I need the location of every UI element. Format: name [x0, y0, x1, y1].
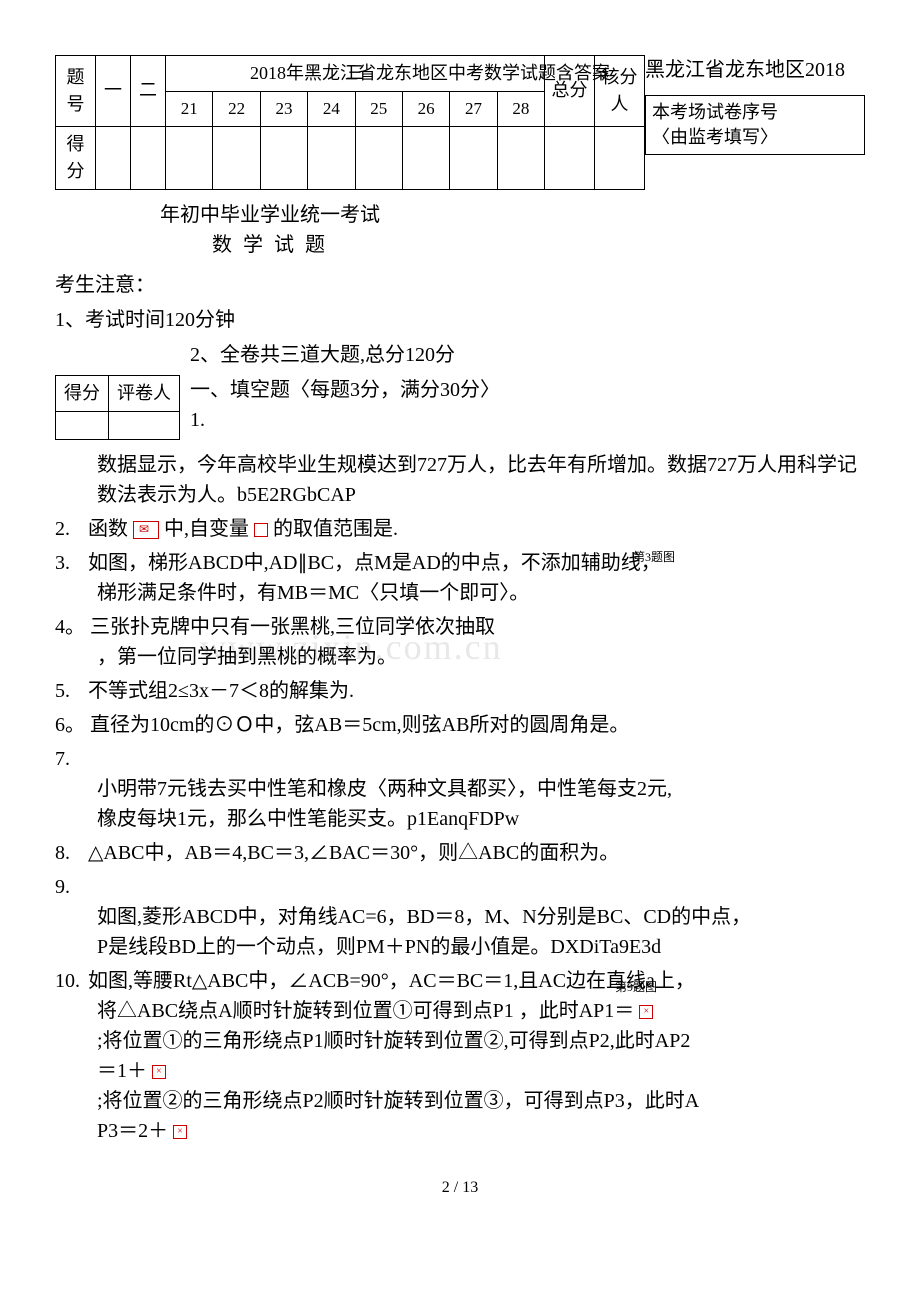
region-title: 黑龙江省龙东地区2018	[645, 55, 865, 85]
q2-b: 中,自变量	[164, 518, 249, 540]
q3: 3. 如图，梯形ABCD中,AD∥BC，点M是AD的中点，不添加辅助线， 第3题…	[55, 548, 865, 608]
sqrt-icon-3: ×	[173, 1125, 187, 1139]
q3-l1: 如图，梯形ABCD中,AD∥BC，点M是AD的中点，不添加辅助线，	[88, 552, 661, 574]
score-23	[260, 126, 307, 189]
sub-24: 24	[308, 92, 355, 127]
score-21	[166, 126, 213, 189]
question-list: 数据显示，今年高校毕业生规模达到727万人，比去年有所增加。数据727万人用科学…	[55, 450, 865, 1146]
notice-1: 1、考试时间120分钟	[55, 305, 865, 335]
th-num: 题号	[56, 56, 96, 127]
score-2	[131, 126, 166, 189]
q6-text: 直径为10cm的⊙Ｏ中，弦AB＝5cm,则弦AB所对的圆周角是。	[90, 714, 629, 736]
exam-box-line1: 本考场试卷序号	[652, 100, 858, 125]
sub-25: 25	[355, 92, 402, 127]
q5: 5. 不等式组2≤3x－7＜8的解集为.	[55, 676, 865, 706]
exam-box-line2: 〈由监考填写〉	[652, 125, 858, 150]
q3-num: 3.	[55, 548, 83, 578]
q4-num: 4。	[55, 612, 85, 642]
q10-num: 10.	[55, 966, 83, 996]
q2-c: 的取值范围是.	[273, 518, 398, 540]
q10-l4: ＝1＋	[97, 1060, 152, 1082]
score-28	[497, 126, 544, 189]
score-total	[545, 126, 595, 189]
q10-l6: P3＝2＋	[97, 1120, 173, 1142]
sub-23: 23	[260, 92, 307, 127]
q8: 8. △ABC中，AB＝4,BC＝3,∠BAC＝30°，则△ABC的面积为。	[55, 838, 865, 868]
q8-text: △ABC中，AB＝4,BC＝3,∠BAC＝30°，则△ABC的面积为。	[88, 842, 619, 864]
q9: 9. 如图,菱形ABCD中，对角线AC=6，BD＝8，M、N分别是BC、CD的中…	[55, 872, 865, 962]
formula-img-icon	[133, 521, 159, 539]
score-label: 得分	[56, 126, 96, 189]
q7-l1: 小明带7元钱去买中性笔和橡皮〈两种文具都买〉，中性笔每支2元,	[55, 774, 865, 804]
notice-2: 2、全卷共三道大题,总分120分	[190, 340, 865, 370]
st-marker: 评卷人	[109, 375, 180, 411]
th-2: 二	[131, 56, 166, 127]
sub-21: 21	[166, 92, 213, 127]
q2-a: 函数	[88, 518, 133, 540]
fig3-label: 第3题图	[633, 548, 675, 566]
q7: 7. 小明带7元钱去买中性笔和橡皮〈两种文具都买〉，中性笔每支2元, 橡皮每块1…	[55, 744, 865, 834]
sub-22: 22	[213, 92, 260, 127]
q9-num: 9.	[55, 872, 83, 902]
score-22	[213, 126, 260, 189]
score-24	[308, 126, 355, 189]
q10-l3: ;将位置①的三角形绕点P1顺时针旋转到位置②,可得到点P2,此时AP2	[55, 1026, 865, 1056]
q2: 2. 函数 中,自变量 的取值范围是.	[55, 514, 865, 544]
q5-num: 5.	[55, 676, 83, 706]
score-1	[96, 126, 131, 189]
score-25	[355, 126, 402, 189]
q7-num: 7.	[55, 744, 83, 774]
q10-l1: 如图,等腰Rt△ABC中，∠ACB=90°，AC＝BC＝1,且AC边在直线a上，	[88, 970, 695, 992]
q10-l2: 将△ABC绕点A顺时针旋转到位置①可得到点P1 ，此时AP1＝	[97, 1000, 639, 1022]
score-checker	[595, 126, 645, 189]
exam-title-line1: 年初中毕业学业统一考试	[55, 200, 485, 230]
q1: 数据显示，今年高校毕业生规模达到727万人，比去年有所增加。数据727万人用科学…	[55, 450, 865, 510]
q4-l1: 三张扑克牌中只有一张黑桃,三位同学依次抽取	[90, 616, 495, 638]
exam-id-box: 本考场试卷序号 〈由监考填写〉	[645, 95, 865, 155]
q9-l1: 如图,菱形ABCD中，对角线AC=6，BD＝8，M、N分别是BC、CD的中点，	[55, 902, 865, 932]
sqrt-icon-2: ×	[152, 1065, 166, 1079]
st-blank2	[109, 411, 180, 439]
st-score: 得分	[56, 375, 109, 411]
sqrt-icon-1: ×	[639, 1005, 653, 1019]
q8-num: 8.	[55, 838, 83, 868]
fig9-label: 第9题图	[615, 978, 657, 996]
var-x-icon	[254, 523, 268, 537]
q6-num: 6。	[55, 710, 85, 740]
st-blank1	[56, 411, 109, 439]
score-26	[402, 126, 449, 189]
sub-26: 26	[402, 92, 449, 127]
score-27	[450, 126, 497, 189]
exam-title: 年初中毕业学业统一考试 数 学 试 题	[55, 200, 645, 260]
q6: 6。 直径为10cm的⊙Ｏ中，弦AB＝5cm,则弦AB所对的圆周角是。	[55, 710, 865, 740]
q3-l2: 梯形满足条件时，有MB＝MC〈只填一个即可〉。	[55, 578, 865, 608]
q4-l2: ，第一位同学抽到黑桃的概率为。	[55, 642, 865, 672]
q5-text: 不等式组2≤3x－7＜8的解集为.	[88, 680, 354, 702]
q2-num: 2.	[55, 514, 83, 544]
q4: 4。 三张扑克牌中只有一张黑桃,三位同学依次抽取 ，第一位同学抽到黑桃的概率为。	[55, 612, 865, 672]
section-score-table: 得分 评卷人	[55, 375, 180, 440]
q7-l2: 橡皮每块1元，那么中性笔能买支。p1EanqFDPw	[55, 804, 865, 834]
q10: 10. 如图,等腰Rt△ABC中，∠ACB=90°，AC＝BC＝1,且AC边在直…	[55, 966, 865, 1146]
q9-l2: P是线段BD上的一个动点，则PM＋PN的最小值是。DXDiTa9E3d	[55, 932, 865, 962]
th-1: 一	[96, 56, 131, 127]
exam-title-line2: 数 学 试 题	[55, 230, 485, 260]
doc-header: 2018年黑龙江省龙东地区中考数学试题含答案	[230, 60, 630, 87]
q10-l5: ;将位置②的三角形绕点P2顺时针旋转到位置③，可得到点P3，此时A	[55, 1086, 865, 1116]
q1-body: 数据显示，今年高校毕业生规模达到727万人，比去年有所增加。数据727万人用科学…	[55, 450, 865, 510]
notice-title: 考生注意：	[55, 270, 865, 300]
sub-28: 28	[497, 92, 544, 127]
sub-27: 27	[450, 92, 497, 127]
page-number: 2 / 13	[55, 1176, 865, 1200]
